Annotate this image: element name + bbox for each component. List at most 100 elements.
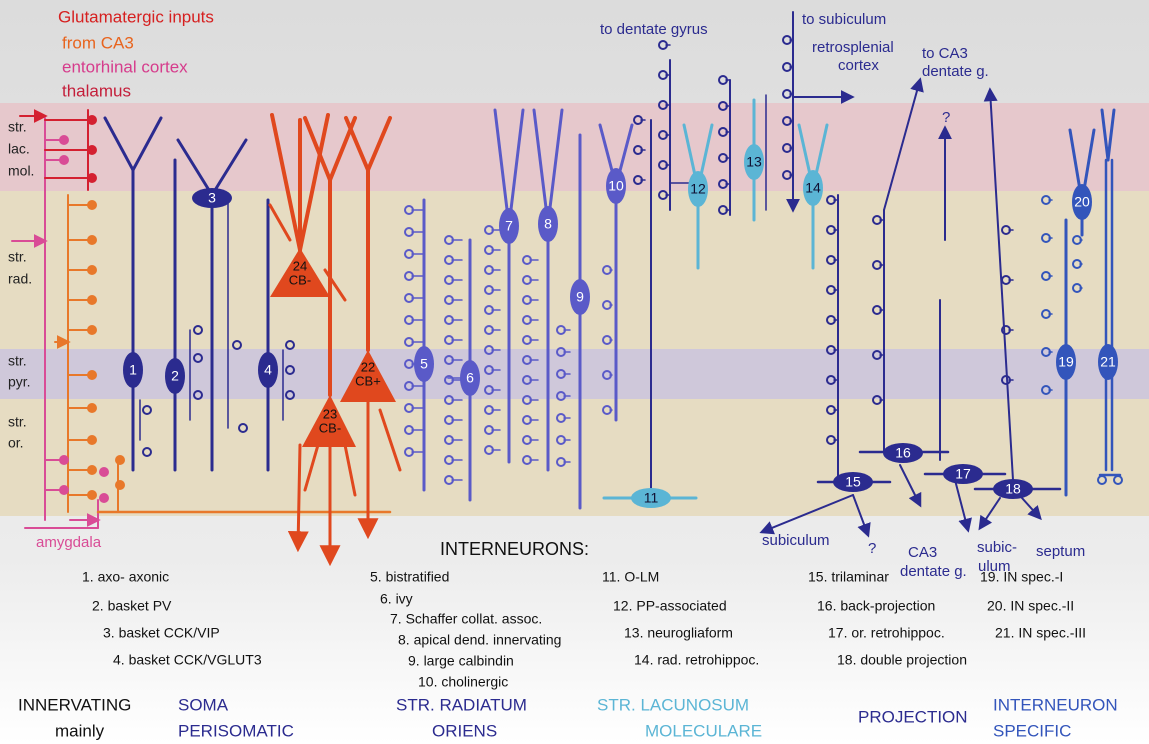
label: 24: [293, 258, 307, 273]
label: entorhinal cortex: [62, 57, 188, 76]
synapse: [59, 135, 69, 145]
label: CB+: [355, 373, 381, 388]
label: 5: [420, 356, 428, 372]
synapse: [87, 235, 97, 245]
synapse: [87, 403, 97, 413]
label: 11: [644, 490, 659, 506]
label: 17: [955, 466, 971, 482]
label: 14. rad. retrohippoc.: [634, 652, 759, 668]
label: 17. or. retrohippoc.: [828, 625, 945, 641]
label: to subiculum: [802, 11, 886, 28]
label: 10. cholinergic: [418, 674, 508, 690]
synapse: [87, 295, 97, 305]
label: 16. back-projection: [817, 598, 935, 614]
label: 13: [746, 154, 762, 170]
label: 22: [361, 359, 375, 374]
label: 23: [323, 406, 337, 421]
label: 1: [129, 362, 137, 378]
label: 5. bistratified: [370, 569, 449, 585]
label: 6. ivy: [380, 591, 413, 607]
label: str.: [8, 119, 27, 135]
label: mol.: [8, 163, 34, 179]
label: 8: [544, 216, 552, 232]
label: 4: [264, 362, 272, 378]
label: 6: [466, 370, 474, 386]
label: subiculum: [762, 532, 830, 549]
synapse: [87, 370, 97, 380]
label: ?: [868, 540, 876, 557]
layer-lacunosum: [0, 103, 1149, 191]
label: CB-: [289, 272, 311, 287]
label: SOMA: [178, 695, 229, 714]
label: PERISOMATIC: [178, 721, 294, 740]
synapse: [87, 173, 97, 183]
label: 2. basket PV: [92, 598, 172, 614]
label: cortex: [838, 57, 879, 74]
label: thalamus: [62, 81, 131, 100]
label: str.: [8, 414, 27, 430]
label: 7: [505, 218, 513, 234]
synapse: [87, 200, 97, 210]
label: INTERNEURONS:: [440, 539, 589, 559]
synapse: [87, 490, 97, 500]
label: 10: [608, 178, 624, 194]
label: 3: [208, 190, 216, 206]
synapse: [87, 265, 97, 275]
label: ?: [942, 109, 950, 126]
label: from CA3: [62, 33, 134, 52]
label: 15. trilaminar: [808, 569, 889, 585]
label: 21. IN spec.-III: [995, 625, 1086, 641]
hippocampus-diagram: 12345678910111213141516171819202124CB-22…: [0, 0, 1149, 744]
label: pyr.: [8, 374, 31, 390]
label: 2: [171, 368, 179, 384]
label: dentate g.: [922, 63, 989, 80]
label: INNERVATING: [18, 695, 131, 714]
label: subic-: [977, 539, 1017, 556]
label: 4. basket CCK/VGLUT3: [113, 652, 262, 668]
synapse: [59, 485, 69, 495]
label: 1. axo- axonic: [82, 569, 169, 585]
layer-oriens: [0, 399, 1149, 516]
label: dentate g.: [900, 563, 967, 580]
label: PROJECTION: [858, 707, 968, 726]
label: lac.: [8, 141, 30, 157]
label: retrosplenial: [812, 39, 894, 56]
label: mainly: [55, 721, 105, 740]
label: 8. apical dend. innervating: [398, 632, 561, 648]
synapse: [87, 115, 97, 125]
synapse: [87, 465, 97, 475]
label: septum: [1036, 543, 1085, 560]
label: 12: [690, 181, 706, 197]
label: 20: [1074, 194, 1090, 210]
label: 20. IN spec.-II: [987, 598, 1074, 614]
label: 13. neurogliaform: [624, 625, 733, 641]
label: 19. IN spec.-I: [980, 569, 1063, 585]
label: 21: [1100, 354, 1116, 370]
label: 19: [1058, 354, 1074, 370]
label: 9. large calbindin: [408, 653, 514, 669]
label: 7. Schaffer collat. assoc.: [390, 611, 542, 627]
label: CA3: [908, 544, 937, 561]
synapse: [59, 155, 69, 165]
label: 15: [845, 474, 861, 490]
label: 18: [1005, 481, 1021, 497]
synapse: [59, 455, 69, 465]
label: STR. RADIATUM: [396, 695, 527, 714]
label: 18. double projection: [837, 652, 967, 668]
synapse: [99, 493, 109, 503]
synapse: [87, 325, 97, 335]
label: Glutamatergic inputs: [58, 7, 214, 26]
label: 12. PP-associated: [613, 598, 727, 614]
process: [298, 445, 300, 548]
label: STR. LACUNOSUM: [597, 695, 749, 714]
label: INTERNEURON: [993, 695, 1118, 714]
synapse: [99, 467, 109, 477]
synapse: [115, 480, 125, 490]
synapse: [87, 145, 97, 155]
label: 9: [576, 289, 584, 305]
label: 3. basket CCK/VIP: [103, 625, 220, 641]
label: MOLECULARE: [645, 721, 762, 740]
synapse: [87, 435, 97, 445]
label: rad.: [8, 271, 32, 287]
synapse: [115, 455, 125, 465]
